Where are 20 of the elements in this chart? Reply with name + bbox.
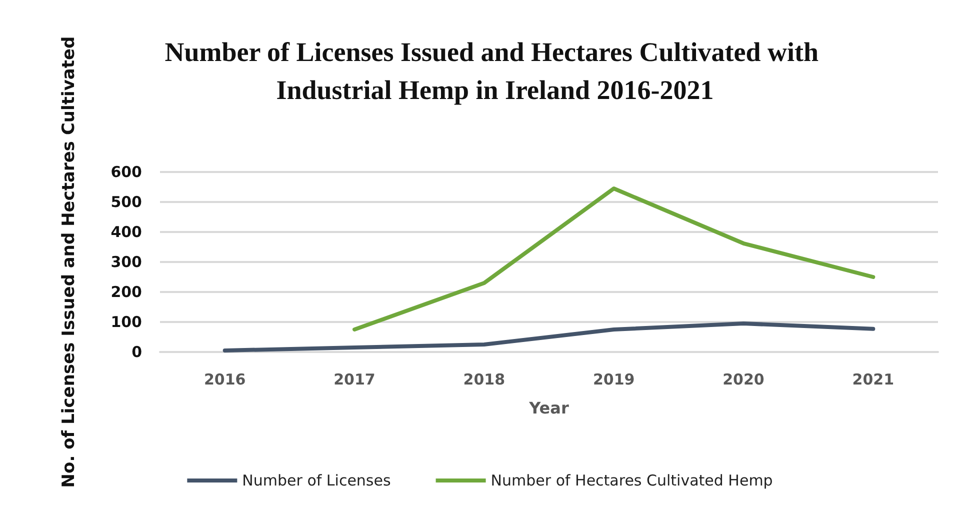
x-tick-label: 2020 <box>722 370 764 388</box>
y-tick-label: 400 <box>110 223 142 241</box>
x-tick-label: 2016 <box>204 370 246 388</box>
chart-title: Number of Licenses Issued and Hectares Cultivated with Industrial Hemp in Ireland 2016-2021 <box>164 37 826 105</box>
y-tick-label: 200 <box>110 283 142 301</box>
legend-label: Number of Licenses <box>242 472 391 490</box>
y-tick-label: 600 <box>110 163 142 181</box>
x-axis-title: Year <box>528 398 569 418</box>
x-tick-label: 2021 <box>852 370 894 388</box>
y-tick-label: 0 <box>132 343 142 361</box>
y-axis-title: No. of Licenses Issued and Hectares Cultivated <box>59 36 79 488</box>
x-tick-label: 2018 <box>463 370 506 388</box>
legend-label: Number of Hectares Cultivated Hemp <box>490 472 773 490</box>
x-tick-label: 2017 <box>334 370 376 388</box>
y-tick-label: 100 <box>110 313 142 331</box>
line-series <box>222 322 876 352</box>
line-series <box>352 186 876 332</box>
y-tick-label: 500 <box>110 193 142 211</box>
x-tick-label: 2019 <box>592 370 635 388</box>
y-tick-label: 300 <box>110 253 142 271</box>
